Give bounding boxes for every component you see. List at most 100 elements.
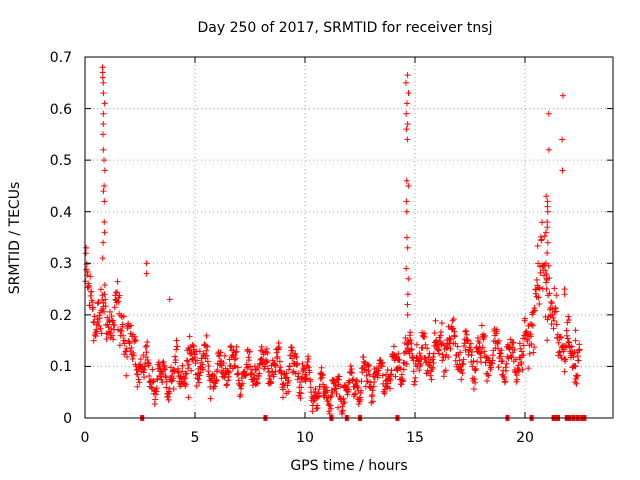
data-point bbox=[263, 345, 270, 352]
data-point bbox=[98, 330, 105, 337]
data-point bbox=[327, 405, 334, 412]
data-point bbox=[339, 410, 346, 417]
data-point bbox=[340, 395, 347, 402]
data-point bbox=[84, 268, 91, 275]
data-point bbox=[120, 313, 127, 320]
data-point bbox=[289, 369, 296, 376]
data-point bbox=[289, 347, 296, 354]
data-point bbox=[194, 357, 201, 364]
data-point bbox=[205, 363, 212, 370]
data-point bbox=[535, 284, 542, 291]
data-point bbox=[126, 339, 133, 346]
data-point bbox=[170, 375, 177, 382]
data-point bbox=[202, 342, 209, 349]
data-point bbox=[101, 282, 108, 289]
data-point bbox=[188, 350, 195, 357]
data-point bbox=[403, 100, 410, 107]
data-point bbox=[392, 373, 399, 380]
data-point bbox=[335, 404, 341, 411]
data-point bbox=[384, 384, 391, 391]
data-point bbox=[387, 377, 394, 384]
data-point bbox=[310, 398, 317, 405]
data-point bbox=[324, 387, 330, 394]
y-tick-label: 0.4 bbox=[50, 205, 72, 221]
data-point bbox=[166, 296, 173, 303]
y-tick-label: 0 bbox=[63, 411, 72, 427]
data-point bbox=[542, 279, 549, 286]
data-point bbox=[209, 372, 216, 379]
data-point bbox=[205, 368, 212, 375]
data-point bbox=[184, 358, 191, 365]
data-point bbox=[273, 349, 280, 356]
data-point bbox=[546, 290, 553, 297]
data-point bbox=[403, 234, 410, 241]
data-point bbox=[136, 379, 143, 386]
data-point bbox=[123, 372, 130, 379]
y-axis-label: SRMTID / TECUs bbox=[7, 182, 23, 295]
data-point bbox=[369, 398, 376, 405]
data-point bbox=[365, 367, 372, 374]
data-point bbox=[502, 378, 509, 385]
data-point bbox=[406, 350, 413, 357]
data-point bbox=[483, 377, 490, 384]
x-tick-label: 0 bbox=[81, 430, 90, 446]
data-point bbox=[171, 353, 178, 360]
data-point bbox=[102, 296, 109, 303]
data-point bbox=[437, 338, 444, 345]
data-point bbox=[458, 376, 465, 383]
data-point bbox=[99, 74, 106, 81]
data-point bbox=[416, 367, 423, 374]
data-point bbox=[221, 352, 228, 359]
data-point bbox=[447, 336, 454, 343]
data-point bbox=[358, 387, 365, 394]
data-point bbox=[535, 260, 542, 267]
data-point bbox=[88, 288, 95, 295]
data-point bbox=[312, 386, 319, 393]
data-point bbox=[183, 357, 190, 364]
data-point bbox=[91, 313, 98, 320]
data-point bbox=[555, 339, 562, 346]
data-point bbox=[390, 343, 397, 350]
data-point bbox=[430, 354, 437, 361]
data-point bbox=[174, 343, 181, 350]
data-point bbox=[507, 336, 514, 343]
data-point bbox=[485, 372, 492, 379]
data-point bbox=[100, 300, 107, 307]
data-point bbox=[480, 334, 487, 341]
data-point bbox=[261, 363, 268, 370]
data-point bbox=[544, 208, 551, 215]
data-point bbox=[234, 364, 241, 371]
data-point bbox=[274, 353, 281, 360]
data-point bbox=[226, 369, 233, 376]
data-point bbox=[108, 325, 115, 332]
data-point bbox=[439, 357, 446, 364]
data-point bbox=[314, 404, 321, 411]
data-point bbox=[534, 242, 541, 249]
data-point bbox=[100, 90, 107, 97]
data-point bbox=[572, 327, 579, 334]
data-point bbox=[339, 407, 346, 414]
data-point bbox=[237, 391, 244, 398]
data-point bbox=[431, 330, 438, 337]
data-point bbox=[403, 265, 410, 272]
data-point bbox=[545, 110, 552, 117]
data-point bbox=[111, 322, 118, 329]
data-point bbox=[239, 380, 246, 387]
data-point bbox=[396, 357, 403, 364]
data-point bbox=[575, 347, 582, 354]
data-point bbox=[272, 361, 279, 368]
data-point bbox=[319, 371, 326, 378]
data-point bbox=[145, 360, 152, 367]
data-point bbox=[430, 359, 437, 366]
data-point bbox=[309, 408, 316, 415]
data-point bbox=[418, 356, 425, 363]
data-point bbox=[416, 350, 423, 357]
data-point bbox=[550, 314, 557, 321]
data-point bbox=[256, 370, 263, 377]
data-point bbox=[570, 353, 577, 360]
data-point bbox=[541, 233, 548, 240]
data-point bbox=[568, 343, 575, 350]
data-point bbox=[384, 366, 391, 373]
data-point bbox=[572, 337, 579, 344]
data-point bbox=[292, 350, 299, 357]
